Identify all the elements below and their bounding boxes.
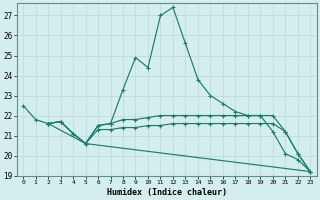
X-axis label: Humidex (Indice chaleur): Humidex (Indice chaleur): [107, 188, 227, 197]
